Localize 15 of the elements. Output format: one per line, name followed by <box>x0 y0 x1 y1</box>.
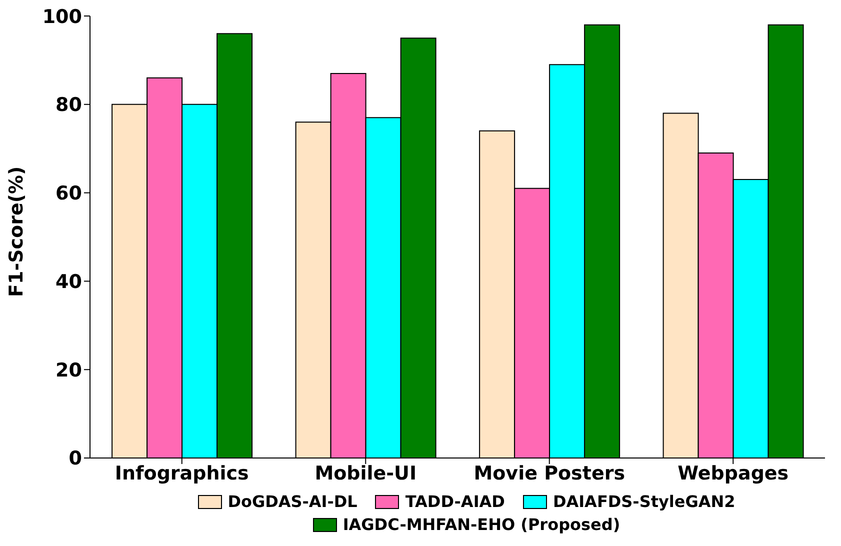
x-tick-label: Webpages <box>678 462 789 484</box>
legend-label: DAIAFDS-StyleGAN2 <box>552 492 736 511</box>
x-tick-label: Movie Posters <box>474 462 626 484</box>
y-tick-label: 80 <box>56 94 82 116</box>
y-tick-label: 40 <box>56 270 82 293</box>
y-axis-title: F1-Score(%) <box>6 166 28 297</box>
y-tick-label: 0 <box>68 448 82 470</box>
legend-label: TADD-AIAD <box>405 492 505 511</box>
y-tick-label: 20 <box>56 359 82 382</box>
y-tick-label: 100 <box>42 6 82 28</box>
legend-label: IAGDC-MHFAN-EHO (Proposed) <box>342 515 620 534</box>
y-tick-label: 60 <box>56 182 82 205</box>
x-tick-label: Infographics <box>114 462 249 484</box>
legend-label: DoGDAS-AI-DL <box>228 492 358 511</box>
x-tick-label: Mobile-UI <box>314 462 417 484</box>
